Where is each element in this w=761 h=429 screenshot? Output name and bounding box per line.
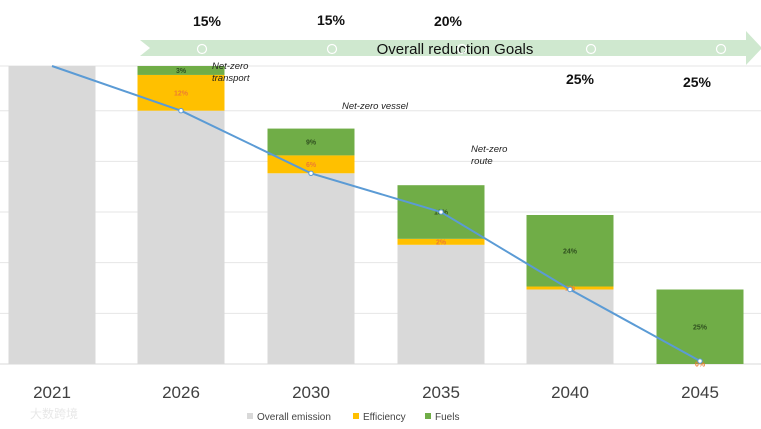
annotation-0-line-0: Net-zero (212, 61, 248, 72)
bar-overall-emission-2040 (526, 289, 614, 364)
label-efficiency-2045: 0% (695, 362, 706, 369)
annotation-2-line-1: route (471, 156, 493, 167)
x-tick-2045: 2045 (681, 383, 719, 402)
label-efficiency-2026: 12% (174, 90, 189, 97)
bar-fuels-2030 (267, 128, 355, 156)
watermark: 大数跨境 (30, 406, 78, 421)
bar-fuels-2040 (526, 215, 614, 287)
watermark-text: 大数跨境 (30, 406, 78, 421)
goal-2035: 20% (434, 13, 463, 29)
x-tick-2021: 2021 (33, 383, 71, 402)
legend-swatch-overall-emission (247, 413, 253, 419)
arrow-marker-2040 (585, 43, 597, 55)
goal-2026: 15% (193, 13, 222, 29)
chart-title: Overall reduction Goals (377, 41, 534, 58)
x-tick-2040: 2040 (551, 383, 589, 402)
bar-overall-emission-2021 (8, 66, 96, 364)
bar-efficiency-2026 (137, 74, 225, 111)
goal-2045: 25% (683, 74, 712, 90)
goal-2030: 15% (317, 12, 346, 28)
bar-fuels-2045 (656, 289, 744, 364)
legend-swatch-fuels (425, 413, 431, 419)
legend-label-overall-emission: Overall emission (257, 412, 331, 423)
arrow-marker-2026 (196, 43, 208, 55)
goal-labels: 15% 15% 20% 25% 25% (193, 12, 712, 90)
label-fuels-2026: 3% (176, 68, 187, 75)
trend-point-2040 (567, 286, 573, 293)
x-tick-2035: 2035 (422, 383, 460, 402)
x-tick-2026: 2026 (162, 383, 200, 402)
annotation-2-line-0: Net-zero (471, 144, 507, 155)
legend-label-efficiency: Efficiency (363, 412, 406, 423)
annotation-1-line-0: Net-zero vessel (342, 101, 409, 112)
trend-polyline (51, 65, 701, 362)
trend-point-2026 (178, 108, 184, 114)
bar-efficiency-2030 (267, 155, 355, 174)
bar-overall-emission-2026 (137, 110, 225, 364)
gridlines (0, 65, 761, 365)
label-efficiency-2030: 6% (306, 162, 317, 169)
legend: Overall emission Efficiency Fuels (247, 412, 459, 423)
goal-2040: 25% (566, 71, 595, 87)
legend-swatch-efficiency (353, 413, 359, 419)
reduction-goals-arrow: Overall reduction Goals (140, 31, 761, 65)
bars: 12%3%6%9%2%18%1%24%0%25% (8, 66, 744, 369)
trend-point-2035 (438, 209, 444, 215)
bar-fuels-2026 (137, 66, 225, 75)
bar-overall-emission-2035 (397, 244, 485, 364)
label-fuels-2040: 24% (563, 248, 578, 255)
arrow-marker-2035 (456, 43, 468, 55)
label-fuels-2045: 25% (693, 324, 708, 331)
label-fuels-2030: 9% (306, 139, 317, 146)
arrow-shape (140, 31, 761, 65)
x-tick-2030: 2030 (292, 383, 330, 402)
trend-line (51, 65, 703, 364)
legend-label-fuels: Fuels (435, 412, 459, 423)
trend-point-2045 (697, 358, 703, 364)
label-efficiency-2035: 2% (436, 239, 447, 246)
bar-overall-emission-2030 (267, 173, 355, 364)
annotation-0-line-1: transport (212, 73, 250, 84)
bar-efficiency-2035 (397, 238, 485, 245)
arrow-marker-2030 (326, 43, 338, 55)
trend-point-2030 (308, 170, 314, 176)
arrow-marker-2045 (715, 43, 727, 55)
x-axis-ticks: 2021 2026 2030 2035 2040 2045 (33, 383, 719, 402)
